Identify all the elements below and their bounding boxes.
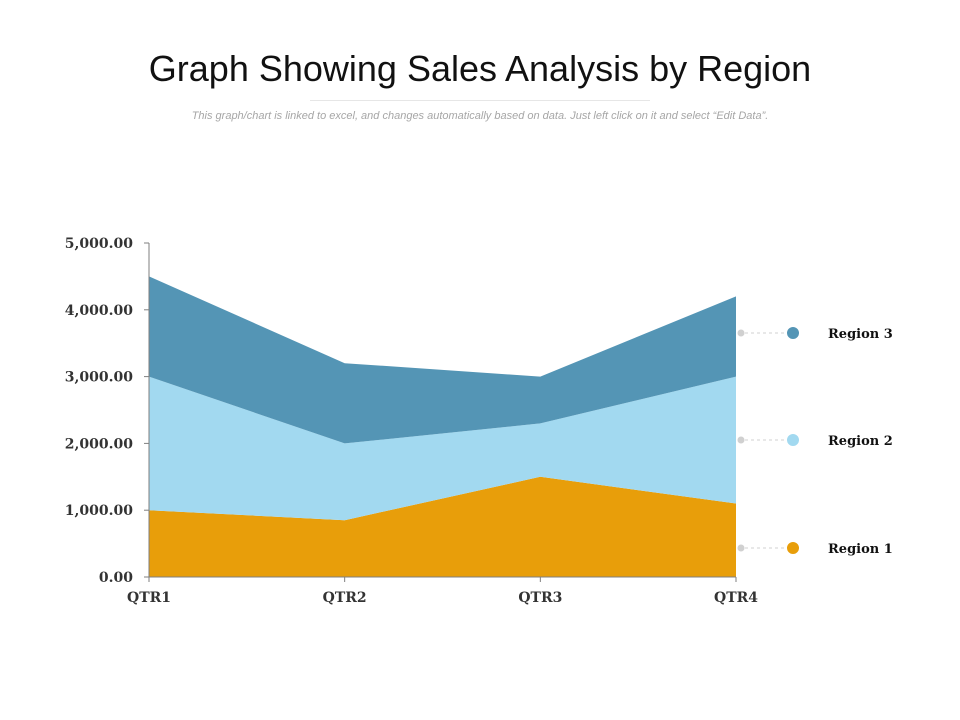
y-tick-label: 3,000.00	[65, 370, 133, 386]
legend-marker	[786, 326, 800, 340]
legend-item-region-1: Region 1	[737, 541, 893, 557]
legend-label: Region 1	[828, 542, 893, 557]
x-tick-label: QTR3	[518, 590, 562, 606]
x-tick-label: QTR2	[323, 590, 367, 606]
legend-item-region-3: Region 3	[737, 326, 893, 342]
legend-item-region-2: Region 2	[737, 433, 893, 449]
x-tick-label: QTR1	[127, 590, 171, 606]
area-layers	[149, 276, 736, 577]
chart-subtitle: This graph/chart is linked to excel, and…	[191, 110, 769, 122]
title-divider	[310, 100, 650, 101]
legend-leader-dot	[737, 436, 745, 444]
y-tick-label: 2,000.00	[65, 436, 133, 452]
legend-marker	[786, 541, 800, 555]
area-region-2	[149, 376, 736, 521]
y-tick-label: 4,000.00	[65, 303, 133, 319]
x-tick-labels: QTR1 QTR2 QTR3 QTR4	[127, 590, 758, 606]
x-tick-label: QTR4	[714, 590, 758, 606]
axes	[144, 242, 737, 582]
legend: Region 1 Region 2 Region 3	[737, 326, 893, 557]
y-tick-label: 0.00	[99, 570, 133, 586]
legend-leader-dot	[737, 544, 745, 552]
y-tick-label: 1,000.00	[65, 503, 133, 519]
y-tick-label: 5,000.00	[65, 236, 133, 252]
legend-leader-dot	[737, 329, 745, 337]
y-tick-labels: 0.00 1,000.00 2,000.00 3,000.00 4,000.00 5,00…	[65, 236, 133, 586]
legend-label: Region 3	[828, 327, 893, 342]
area-region-3	[149, 276, 736, 444]
legend-label: Region 2	[828, 434, 893, 449]
page-title: Graph Showing Sales Analysis by Region	[148, 48, 812, 89]
legend-marker	[786, 433, 800, 447]
area-region-1	[149, 476, 736, 577]
